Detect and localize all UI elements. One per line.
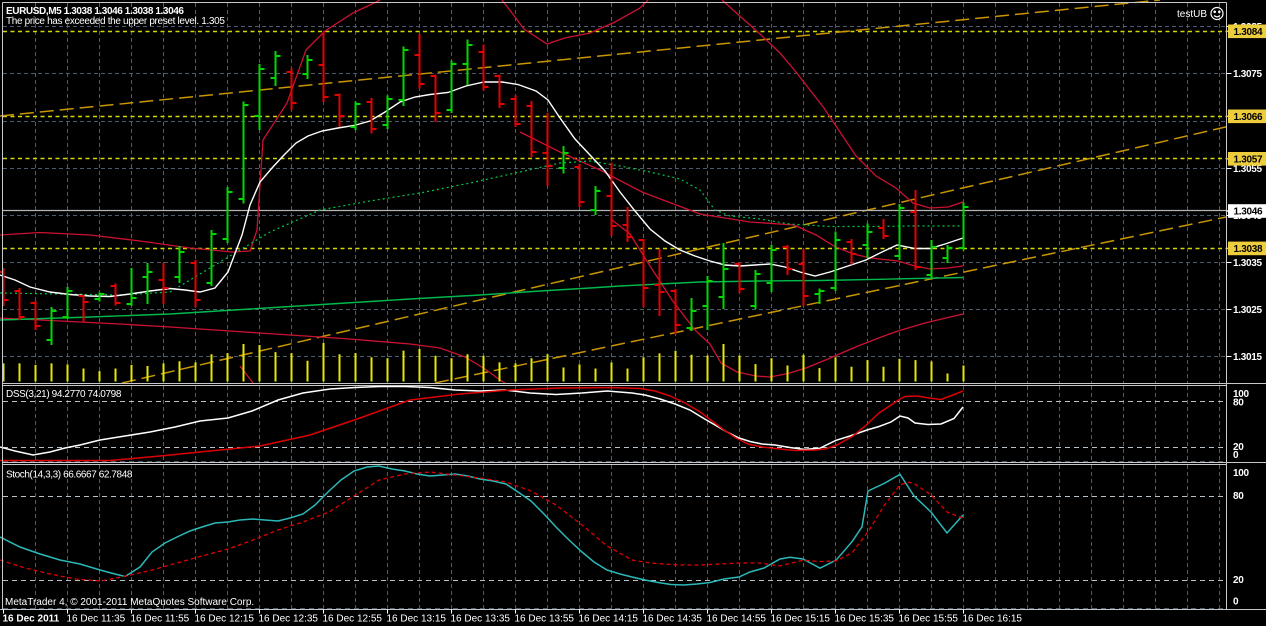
svg-text:20: 20	[1233, 442, 1244, 453]
svg-text:16 Dec 15:55: 16 Dec 15:55	[899, 614, 959, 625]
svg-text:16 Dec 13:15: 16 Dec 13:15	[387, 614, 447, 625]
svg-text:1.3057: 1.3057	[1234, 154, 1264, 165]
svg-text:16 Dec 15:15: 16 Dec 15:15	[771, 614, 831, 625]
svg-text:1.3055: 1.3055	[1233, 164, 1263, 175]
svg-text:0: 0	[1233, 597, 1239, 608]
svg-text:100: 100	[1233, 468, 1250, 479]
svg-text:16 Dec 12:15: 16 Dec 12:15	[195, 614, 255, 625]
svg-text:1.3015: 1.3015	[1233, 352, 1263, 363]
svg-text:16 Dec 11:35: 16 Dec 11:35	[67, 614, 126, 625]
svg-text:testUB: testUB	[1177, 9, 1207, 20]
svg-text:The price has exceeded the upp: The price has exceeded the upper preset …	[6, 16, 225, 27]
svg-text:16 Dec 12:35: 16 Dec 12:35	[259, 614, 319, 625]
svg-text:80: 80	[1233, 398, 1244, 409]
svg-text:16 Dec 14:15: 16 Dec 14:15	[579, 614, 639, 625]
svg-text:1.3084: 1.3084	[1234, 27, 1264, 38]
svg-text:16 Dec 11:55: 16 Dec 11:55	[131, 614, 190, 625]
svg-text:16 Dec 2011: 16 Dec 2011	[3, 614, 60, 625]
svg-text:16 Dec 13:35: 16 Dec 13:35	[451, 614, 511, 625]
svg-text:1.3035: 1.3035	[1233, 258, 1263, 269]
svg-text:0: 0	[1233, 450, 1239, 461]
svg-text:1.3038: 1.3038	[1234, 244, 1264, 255]
svg-text:80: 80	[1233, 491, 1244, 502]
svg-text:20: 20	[1233, 575, 1244, 586]
svg-text:16 Dec 12:55: 16 Dec 12:55	[323, 614, 383, 625]
svg-text:1.3046: 1.3046	[1234, 207, 1264, 218]
svg-text:DSS(3,21) 94.2770 74.0798: DSS(3,21) 94.2770 74.0798	[6, 389, 122, 400]
svg-text:EURUSD,M5 1.3038 1.3046 1.303: EURUSD,M5 1.3038 1.3046 1.3038 1.3046	[6, 6, 184, 17]
svg-text:1.3075: 1.3075	[1233, 69, 1263, 80]
svg-text:16 Dec 14:35: 16 Dec 14:35	[643, 614, 703, 625]
svg-text:100: 100	[1233, 389, 1250, 400]
svg-text:MetaTrader 4, © 2001-2011 Meta: MetaTrader 4, © 2001-2011 MetaQuotes Sof…	[5, 597, 254, 608]
svg-text:1.3066: 1.3066	[1234, 112, 1264, 123]
svg-text:16 Dec 16:15: 16 Dec 16:15	[963, 614, 1023, 625]
svg-text:16 Dec 13:55: 16 Dec 13:55	[515, 614, 575, 625]
svg-text:16 Dec 14:55: 16 Dec 14:55	[707, 614, 767, 625]
svg-text:1.3025: 1.3025	[1233, 305, 1263, 316]
svg-text:Stoch(14,3,3) 66.6667 62.7848: Stoch(14,3,3) 66.6667 62.7848	[6, 470, 133, 481]
svg-text:16 Dec 15:35: 16 Dec 15:35	[835, 614, 895, 625]
